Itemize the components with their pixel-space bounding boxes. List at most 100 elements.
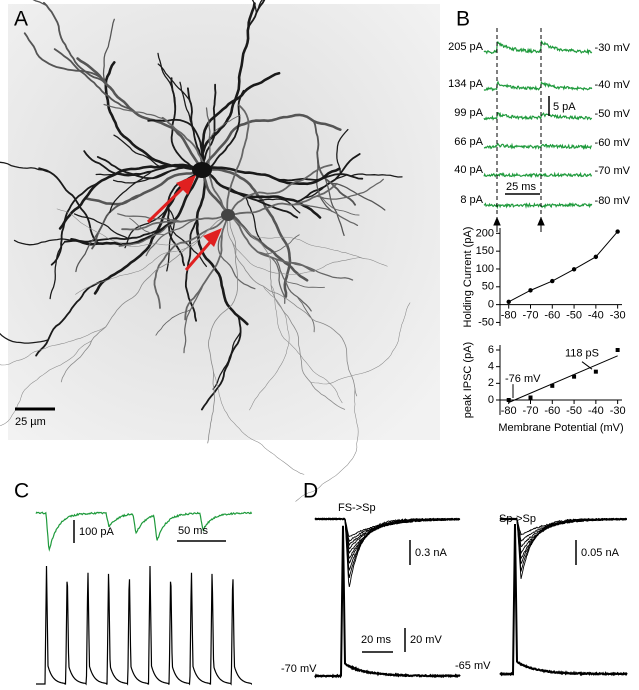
y-tick-label: 4 xyxy=(488,361,494,373)
data-point xyxy=(550,278,555,284)
annotation-arrow xyxy=(581,361,593,370)
dendrite xyxy=(226,104,250,216)
voltage-trace xyxy=(499,523,628,677)
dendrite xyxy=(118,220,178,247)
data-point xyxy=(571,267,577,272)
dendrite xyxy=(249,285,290,411)
ipsc-trace xyxy=(314,517,460,572)
dendrite xyxy=(157,63,191,101)
dendrite xyxy=(112,169,172,184)
dendrite xyxy=(227,214,315,272)
dendrite xyxy=(0,326,107,366)
dendrite xyxy=(256,198,301,214)
dendrite xyxy=(320,196,360,216)
dendrite xyxy=(0,161,51,174)
holding-current-label: 40 pA xyxy=(454,164,483,176)
soma xyxy=(192,162,212,178)
potential-label: -60 mV xyxy=(595,137,631,149)
dendrite xyxy=(13,238,74,246)
dendrite xyxy=(275,258,312,312)
data-point xyxy=(506,299,511,304)
x-tick-label: -80 xyxy=(501,405,517,417)
dendrite xyxy=(336,128,349,175)
data-line xyxy=(508,231,619,303)
dendrite xyxy=(42,1,106,84)
x-tick-label: -30 xyxy=(610,405,626,417)
potential-label: -80 mV xyxy=(595,195,631,207)
y-tick-label: 0 xyxy=(488,299,494,311)
panel-label: B xyxy=(456,8,470,31)
dendrite xyxy=(109,170,153,214)
y-tick-label: 2 xyxy=(488,377,494,389)
dendrite xyxy=(104,61,204,172)
ipsc-trace xyxy=(483,202,593,210)
iv-charts: -50 0 50 100 150 200 -80 -70 -60 -50 -40 -30 Holding… xyxy=(462,227,626,434)
scale-label: 5 pA xyxy=(553,101,576,113)
dendrite xyxy=(331,182,386,211)
dendrite xyxy=(155,309,191,336)
dendrite xyxy=(270,284,343,404)
holding-current-label: 205 pA xyxy=(448,41,484,53)
dendrite xyxy=(147,118,205,160)
dendrite xyxy=(248,232,388,267)
dendrite xyxy=(195,168,249,326)
ipsc-trace xyxy=(483,142,592,151)
panel-c-traces xyxy=(35,511,253,686)
dendrite xyxy=(200,113,342,172)
dendrite xyxy=(350,173,403,178)
dendrite xyxy=(227,164,333,216)
y-tick-label: 150 xyxy=(476,245,494,257)
dendrite xyxy=(251,0,258,14)
dendrite xyxy=(244,196,263,243)
dendrite xyxy=(296,296,315,333)
potential-label: -40 mV xyxy=(595,79,631,91)
ipsc-trace xyxy=(483,111,593,121)
dendrite xyxy=(200,315,242,411)
dendrite xyxy=(183,284,204,354)
ipsc-traces: 205 pA -30 mV 134 pA -40 mV 99 pA -50 mV 66 pA… xyxy=(448,39,631,210)
voltage-trace xyxy=(314,525,461,679)
dendrite xyxy=(50,181,100,266)
data-point xyxy=(615,229,620,234)
data-point xyxy=(506,398,511,402)
annotation: -76 mV xyxy=(505,373,541,385)
panel-label: C xyxy=(14,480,29,503)
ipsc-trace xyxy=(35,511,253,552)
y-tick-label: 6 xyxy=(488,344,494,356)
ipsc-trace xyxy=(314,517,461,538)
dendrite xyxy=(23,32,109,86)
dendrite xyxy=(179,81,195,129)
potential-label: -70 mV xyxy=(595,165,631,177)
data-point xyxy=(528,395,533,400)
x-tick-label: -30 xyxy=(610,310,626,322)
dendrite xyxy=(121,214,229,231)
panel-d-traces xyxy=(314,516,628,679)
scale-label: 20 mV xyxy=(410,634,442,646)
ipsc-trace xyxy=(483,80,593,92)
pair-title: Sp->Sp xyxy=(499,513,536,525)
dendrite xyxy=(153,214,229,309)
y-tick-label: 0 xyxy=(488,394,494,406)
scale-label: 0.3 nA xyxy=(415,547,447,559)
ipsc-trace xyxy=(314,517,460,547)
dendrite xyxy=(32,0,48,7)
soma xyxy=(221,209,235,221)
dendrite xyxy=(0,340,92,426)
dendrite xyxy=(200,71,281,172)
x-tick-label: -70 xyxy=(523,310,539,322)
holding-current-label: 66 pA xyxy=(454,136,483,148)
dendrite xyxy=(35,279,106,357)
scale-label: 20 ms xyxy=(361,634,391,646)
dendrite xyxy=(200,166,341,186)
data-point xyxy=(593,369,598,374)
dendrite xyxy=(295,387,359,502)
dendrite xyxy=(202,83,217,164)
panel-label: A xyxy=(14,8,28,31)
dendrite xyxy=(209,114,241,145)
x-axis-label: Membrane Potential (mV) xyxy=(498,422,623,434)
arrows xyxy=(146,175,222,271)
x-tick-label: -70 xyxy=(523,405,539,417)
dendrite xyxy=(247,0,266,28)
dendrite xyxy=(289,203,359,227)
